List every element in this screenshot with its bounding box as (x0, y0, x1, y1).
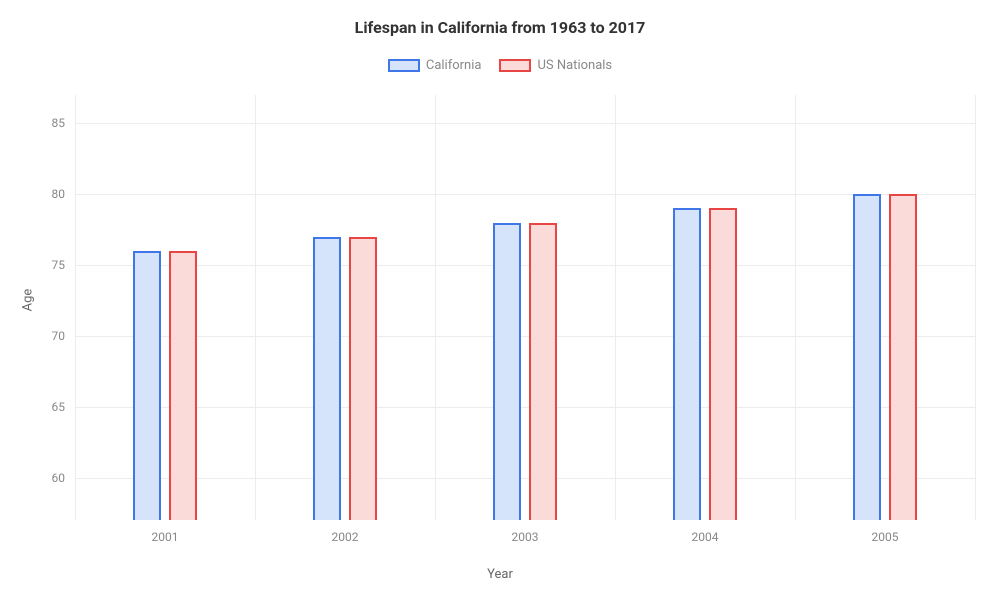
plot-area: 606570758085 20012002200320042005 (75, 95, 975, 520)
x-tick-label: 2001 (152, 520, 179, 544)
y-tick-label: 65 (52, 400, 76, 414)
legend-swatch-california (388, 59, 420, 72)
y-tick-label: 70 (52, 329, 76, 343)
xticks-layer: 20012002200320042005 (75, 95, 975, 520)
v-gridline (975, 95, 976, 520)
y-axis-title: Age (21, 289, 36, 312)
y-tick-label: 60 (52, 471, 76, 485)
x-tick-label: 2004 (692, 520, 719, 544)
x-tick-label: 2002 (332, 520, 359, 544)
legend-item-california: California (388, 58, 482, 73)
legend-label-california: California (426, 58, 482, 73)
y-tick-label: 85 (52, 116, 76, 130)
chart-title: Lifespan in California from 1963 to 2017 (0, 18, 1000, 37)
legend-label-us-nationals: US Nationals (537, 58, 612, 73)
x-axis-title: Year (0, 567, 1000, 582)
y-tick-label: 80 (52, 187, 76, 201)
lifespan-chart: Lifespan in California from 1963 to 2017… (0, 0, 1000, 600)
y-tick-label: 75 (52, 258, 76, 272)
chart-legend: California US Nationals (0, 58, 1000, 73)
x-tick-label: 2003 (512, 520, 539, 544)
x-tick-label: 2005 (872, 520, 899, 544)
legend-swatch-us-nationals (499, 59, 531, 72)
legend-item-us-nationals: US Nationals (499, 58, 612, 73)
